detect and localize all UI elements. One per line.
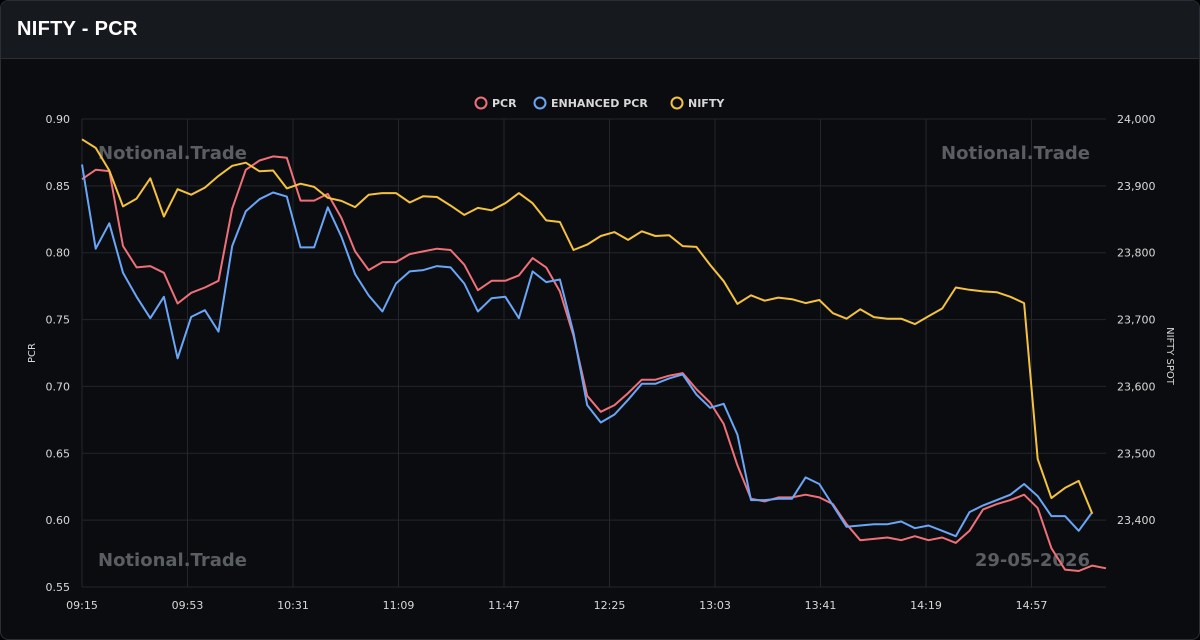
y-tick-label: 0.85 (46, 180, 71, 193)
page-title: NIFTY - PCR (17, 18, 138, 40)
watermark-top-left: Notional.Trade (98, 143, 247, 164)
x-tick-label: 09:53 (172, 599, 204, 612)
series-line-pcr (81, 155, 1107, 572)
x-tick-label: 13:03 (699, 599, 731, 612)
legend-item: NIFTY (670, 96, 725, 110)
y-tick-label: 0.60 (46, 514, 71, 527)
legend-item: PCR (474, 96, 517, 110)
y2-tick-label: 23,500 (1117, 447, 1156, 460)
y2-axis-title: NIFTY SPOT (1164, 327, 1175, 386)
y-axis-title: PCR (27, 343, 38, 363)
y-tick-label: 0.80 (46, 247, 71, 260)
panel-header: NIFTY - PCR (1, 1, 1199, 59)
x-tick-label: 14:19 (910, 599, 942, 612)
y2-tick-label: 23,600 (1117, 380, 1156, 393)
legend-label: NIFTY (688, 97, 725, 110)
legend-marker (670, 96, 684, 110)
y2-tick-label: 23,700 (1117, 314, 1156, 327)
y2-tick-label: 23,900 (1117, 180, 1156, 193)
y-tick-label: 0.65 (46, 447, 71, 460)
legend-item: ENHANCED PCR (533, 96, 648, 110)
y-tick-label: 0.70 (46, 380, 71, 393)
x-tick-label: 13:41 (805, 599, 837, 612)
legend-marker (533, 96, 547, 110)
y2-tick-label: 23,800 (1117, 247, 1156, 260)
x-tick-label: 11:09 (383, 599, 415, 612)
watermark-top-right: Notional.Trade (941, 143, 1090, 164)
watermark-bottom-right: 29-05-2026 (975, 550, 1090, 571)
x-tick-label: 14:57 (1016, 599, 1048, 612)
series-line-enhanced-pcr (81, 164, 1094, 538)
legend-label: ENHANCED PCR (551, 97, 648, 110)
x-tick-label: 12:25 (594, 599, 626, 612)
legend-label: PCR (492, 97, 517, 110)
y-tick-label: 0.90 (46, 113, 71, 126)
y2-tick-label: 23,400 (1117, 514, 1156, 527)
x-tick-label: 10:31 (277, 599, 309, 612)
watermark-bottom-left: Notional.Trade (98, 550, 247, 571)
series-line-nifty (81, 138, 1094, 515)
y-tick-label: 0.55 (46, 581, 71, 594)
legend-marker (474, 96, 488, 110)
pcr-chart: Notional.Trade Notional.Trade Notional.Tra… (27, 96, 1175, 612)
y2-tick-label: 24,000 (1117, 113, 1156, 126)
x-tick-label: 11:47 (488, 599, 520, 612)
x-tick-label: 09:15 (66, 599, 98, 612)
y-tick-label: 0.75 (46, 314, 71, 327)
